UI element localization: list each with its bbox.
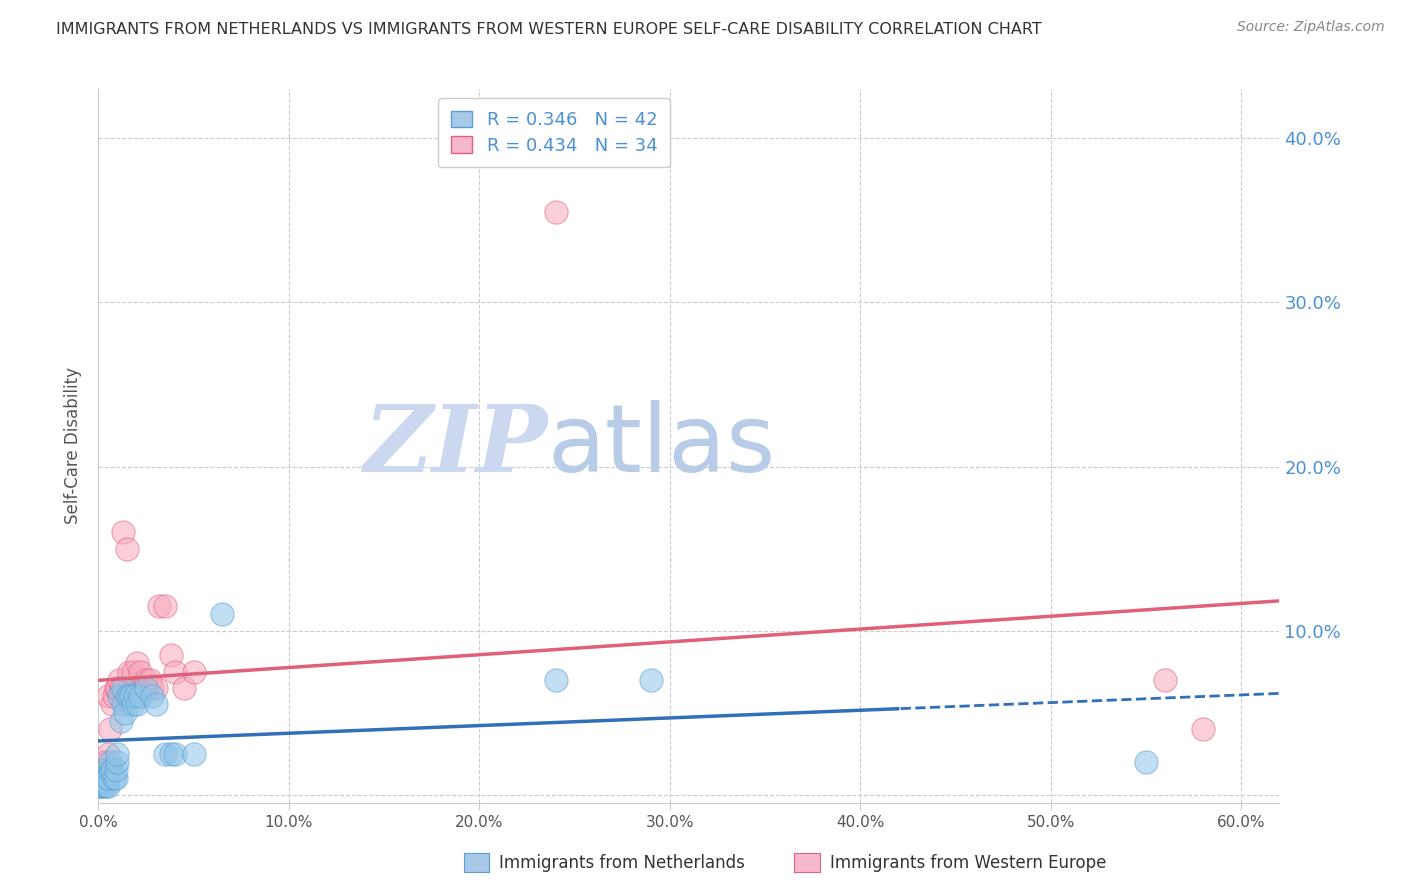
Point — [93, 780, 115, 794]
Point — [153, 747, 176, 761]
Point — [94, 755, 117, 769]
Point — [135, 673, 157, 687]
Point — [91, 763, 114, 777]
Text: Immigrants from Netherlands: Immigrants from Netherlands — [499, 854, 745, 871]
Point — [544, 205, 567, 219]
Point — [112, 698, 135, 712]
Point — [112, 525, 135, 540]
Point — [159, 648, 181, 662]
Point — [91, 780, 114, 794]
Legend: R = 0.346   N = 42, R = 0.434   N = 34: R = 0.346 N = 42, R = 0.434 N = 34 — [439, 98, 671, 168]
Point — [98, 755, 121, 769]
Point — [107, 681, 129, 695]
Point — [97, 771, 120, 785]
Point — [93, 763, 115, 777]
Point — [134, 681, 156, 695]
Point — [103, 689, 125, 703]
Point — [89, 771, 111, 785]
Point — [139, 673, 162, 687]
Point — [100, 763, 122, 777]
Point — [93, 755, 115, 769]
Point — [104, 771, 127, 785]
Point — [100, 698, 122, 712]
Point — [544, 673, 567, 687]
Point — [120, 689, 142, 703]
Point — [121, 698, 143, 712]
Point — [135, 681, 157, 695]
Point — [108, 673, 131, 687]
Point — [125, 657, 148, 671]
Point — [129, 689, 152, 703]
Point — [89, 780, 111, 794]
Point — [104, 681, 127, 695]
Point — [110, 681, 132, 695]
Point — [97, 689, 120, 703]
Point — [118, 665, 141, 679]
Point — [153, 599, 176, 613]
Point — [1154, 673, 1177, 687]
Point — [97, 747, 120, 761]
Point — [110, 714, 132, 728]
Point — [107, 755, 129, 769]
Point — [89, 780, 111, 794]
Point — [640, 673, 662, 687]
Point — [98, 722, 121, 736]
Point — [94, 771, 117, 785]
Point — [183, 747, 205, 761]
Text: ZIP: ZIP — [363, 401, 547, 491]
Point — [98, 763, 121, 777]
Point — [115, 689, 138, 703]
Point — [1192, 722, 1215, 736]
Point — [89, 771, 111, 785]
Point — [173, 681, 195, 695]
Point — [145, 698, 167, 712]
Point — [148, 599, 170, 613]
Point — [118, 689, 141, 703]
Point — [124, 689, 146, 703]
Point — [163, 665, 186, 679]
Point — [121, 665, 143, 679]
Point — [97, 780, 120, 794]
Point — [211, 607, 233, 622]
Text: IMMIGRANTS FROM NETHERLANDS VS IMMIGRANTS FROM WESTERN EUROPE SELF-CARE DISABILI: IMMIGRANTS FROM NETHERLANDS VS IMMIGRANT… — [56, 22, 1042, 37]
Point — [129, 665, 152, 679]
Text: Source: ZipAtlas.com: Source: ZipAtlas.com — [1237, 20, 1385, 34]
Point — [103, 771, 125, 785]
Point — [163, 747, 186, 761]
Text: Immigrants from Western Europe: Immigrants from Western Europe — [830, 854, 1107, 871]
Point — [115, 541, 138, 556]
Point — [114, 706, 136, 720]
Point — [159, 747, 181, 761]
Point — [93, 774, 115, 789]
Point — [91, 771, 114, 785]
Point — [125, 698, 148, 712]
Point — [107, 747, 129, 761]
Text: atlas: atlas — [547, 400, 776, 492]
Point — [141, 681, 163, 695]
Point — [94, 780, 117, 794]
Point — [104, 763, 127, 777]
Point — [141, 689, 163, 703]
Y-axis label: Self-Care Disability: Self-Care Disability — [65, 368, 83, 524]
Point — [1135, 755, 1157, 769]
Point — [145, 681, 167, 695]
Point — [108, 689, 131, 703]
Point — [183, 665, 205, 679]
Point — [112, 681, 135, 695]
